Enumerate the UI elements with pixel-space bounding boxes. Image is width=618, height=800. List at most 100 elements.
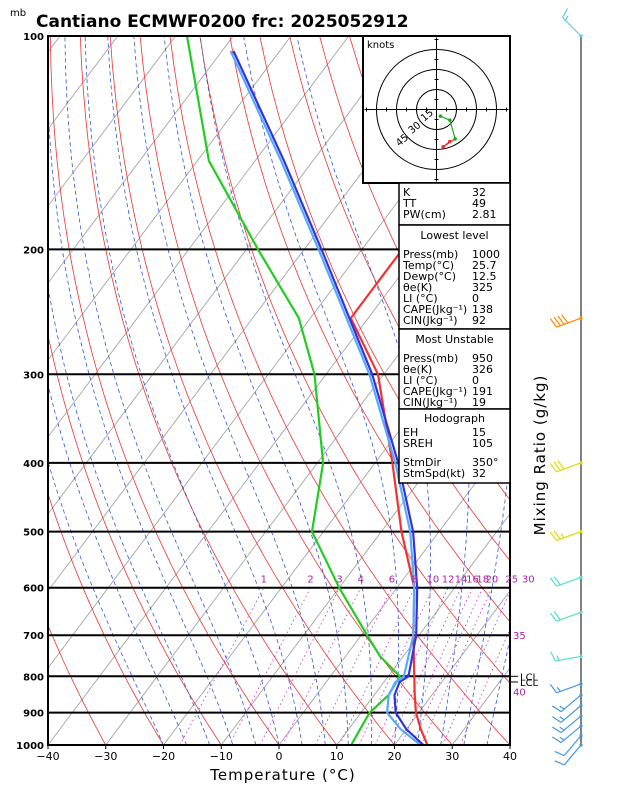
index-value: 0 (472, 292, 479, 305)
index-value: 12.5 (472, 270, 497, 283)
hodograph-point (441, 145, 445, 149)
wind-barb-feather (552, 726, 562, 734)
lcl-label: LCL (520, 678, 539, 689)
dry-adiabat (48, 492, 164, 745)
wind-barb-feather (560, 533, 565, 539)
mixing-ratio-label: 20 (486, 575, 499, 586)
temperature-tick-label: −40 (36, 750, 59, 763)
wind-barb (552, 724, 583, 744)
mixing-ratio-label: 25 (505, 575, 518, 586)
mixing-ratio-label: 3 (336, 575, 342, 586)
wind-barb-feather (552, 716, 562, 723)
wind-barb-feather (559, 716, 565, 721)
temperature-tick-label: 0 (276, 750, 283, 763)
index-value: 105 (472, 437, 493, 450)
pressure-tick-label: 700 (23, 631, 44, 642)
wind-barbs (549, 8, 583, 766)
isotherm (105, 205, 510, 745)
index-label: PW(cm) (403, 208, 446, 221)
wind-barb-base (579, 724, 583, 728)
wind-barb (549, 314, 583, 328)
mixing-ratio-label: 6 (389, 575, 395, 586)
wind-barb (554, 743, 583, 766)
dry-adiabat (109, 36, 395, 745)
moist-adiabat (446, 36, 510, 745)
profile-parcel (229, 50, 422, 745)
index-value: 0 (472, 374, 479, 387)
wind-barb-base (579, 461, 583, 465)
wind-barb-feather (557, 460, 565, 470)
wind-barb-feather (562, 8, 569, 18)
pressure-unit: mb (10, 8, 26, 19)
temperature-axis: −40 −30 −20 −10 0 10 20 30 40 (36, 745, 517, 763)
wind-barb-shaft (556, 611, 582, 622)
mixing-ratio-label: 8 (412, 575, 418, 586)
wind-barb-shaft (556, 531, 582, 542)
index-label: Press(mb) (403, 248, 458, 261)
temperature-tick-label: −30 (94, 750, 117, 763)
isotherm (48, 36, 407, 515)
isotherm (336, 513, 510, 745)
wind-barb-shaft (563, 735, 582, 756)
index-value: 15 (472, 426, 486, 439)
wind-barb-shaft (562, 17, 582, 37)
wind-barb-feather (564, 15, 569, 21)
wind-barb-feather (549, 531, 558, 541)
wind-barb (552, 704, 583, 723)
wind-barb-base (579, 575, 583, 579)
wind-barb-base (579, 654, 583, 659)
mixing-ratio-line (411, 587, 484, 745)
isotherm (48, 36, 292, 361)
index-section-title: Hodograph (424, 412, 485, 425)
wind-barb-base (579, 610, 583, 614)
profile-temperature (349, 158, 510, 745)
wind-barb-base (579, 682, 583, 686)
index-value: 1000 (472, 248, 500, 261)
indices-panel: K 32 TT 49 PW(cm) 2.81 Lowest level Press(mb) 10… (398, 182, 511, 484)
index-value: 191 (472, 385, 493, 398)
wind-barb-base (579, 316, 583, 320)
index-label: θe(K) (403, 363, 432, 376)
mixing-ratio-label: 18 (476, 575, 489, 586)
pressure-tick-label: 200 (23, 245, 44, 256)
x-axis-label: Temperature (°C) (209, 766, 355, 784)
index-label: LI (°C) (403, 374, 438, 387)
index-label: StmSpd(kt) (403, 467, 465, 480)
temperature-tick-label: 10 (330, 750, 344, 763)
pressure-tick-label: 500 (23, 528, 44, 539)
indices-top-box (398, 182, 511, 226)
index-value: 49 (472, 197, 486, 210)
wind-barb (562, 8, 583, 38)
wind-barb-feather (561, 314, 569, 324)
isotherm (48, 36, 350, 438)
index-label: SREH (403, 437, 433, 450)
index-value: 19 (472, 396, 486, 409)
wind-barb (550, 651, 583, 662)
wind-barb-shaft (556, 462, 582, 473)
wind-barb-feather (549, 577, 558, 587)
wind-barb-shaft (555, 655, 582, 662)
dry-adiabat (79, 36, 338, 745)
dry-adiabat (139, 36, 453, 745)
dry-adiabat (169, 36, 510, 745)
temperature-tick-label: 30 (445, 750, 459, 763)
wind-barb-feather (553, 530, 561, 540)
moist-adiabat (486, 636, 510, 745)
wind-barb-feather (549, 318, 558, 328)
index-label: CAPE(Jkg⁻¹) (403, 385, 467, 398)
wind-barb-feather (554, 760, 565, 766)
temperature-tick-label: 20 (388, 750, 402, 763)
mixing-ratio-line (442, 590, 510, 745)
moist-adiabat (48, 284, 211, 745)
pressure-tick-label: 100 (23, 32, 44, 43)
index-label: LI (°C) (403, 292, 438, 305)
temperature-tick-label: −10 (210, 750, 233, 763)
pressure-tick-label: 400 (23, 459, 44, 470)
side-label: 35 (513, 631, 526, 642)
dry-adiabat (50, 36, 280, 745)
mixing-ratio-line (400, 587, 473, 745)
hodograph-title: knots (367, 40, 394, 51)
temperature-tick-label: 40 (503, 750, 517, 763)
